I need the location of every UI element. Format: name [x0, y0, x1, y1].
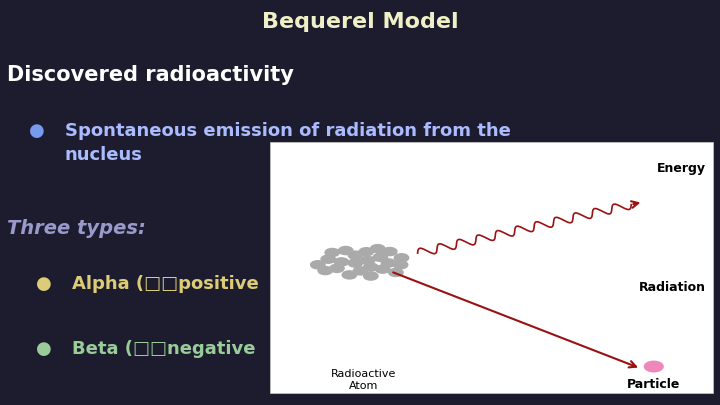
Circle shape [354, 267, 368, 275]
Circle shape [325, 248, 339, 256]
Circle shape [361, 256, 375, 264]
Text: ●: ● [36, 340, 52, 358]
Circle shape [382, 247, 397, 256]
Circle shape [318, 266, 333, 275]
Circle shape [389, 269, 403, 277]
Circle shape [395, 254, 409, 262]
Circle shape [310, 261, 325, 269]
Circle shape [371, 245, 385, 253]
Text: Alpha (□□positive: Alpha (□□positive [72, 275, 258, 293]
Circle shape [342, 271, 356, 279]
Text: Discovered radioactivity: Discovered radioactivity [7, 65, 294, 85]
Text: Radiation: Radiation [639, 281, 706, 294]
Circle shape [382, 259, 396, 267]
Text: Bequerel Model: Bequerel Model [261, 12, 459, 32]
Text: Beta (□□negative: Beta (□□negative [72, 340, 256, 358]
Circle shape [644, 361, 663, 372]
Circle shape [321, 255, 336, 263]
Circle shape [364, 263, 378, 271]
Text: Radioactive
Atom: Radioactive Atom [331, 369, 396, 391]
Text: Particle: Particle [627, 378, 680, 391]
Text: Energy: Energy [657, 162, 706, 175]
Text: Spontaneous emission of radiation from the
nucleus: Spontaneous emission of radiation from t… [65, 122, 510, 164]
Text: ●: ● [29, 122, 45, 139]
Circle shape [393, 261, 408, 269]
Circle shape [338, 247, 353, 255]
Circle shape [364, 272, 378, 280]
Circle shape [375, 265, 390, 273]
Text: ●: ● [36, 275, 52, 293]
Circle shape [373, 253, 387, 261]
Circle shape [359, 248, 374, 256]
Circle shape [334, 258, 348, 266]
FancyBboxPatch shape [270, 142, 713, 393]
Circle shape [348, 251, 363, 259]
Circle shape [330, 264, 344, 273]
Circle shape [348, 259, 362, 267]
Text: Three types:: Three types: [7, 219, 146, 238]
